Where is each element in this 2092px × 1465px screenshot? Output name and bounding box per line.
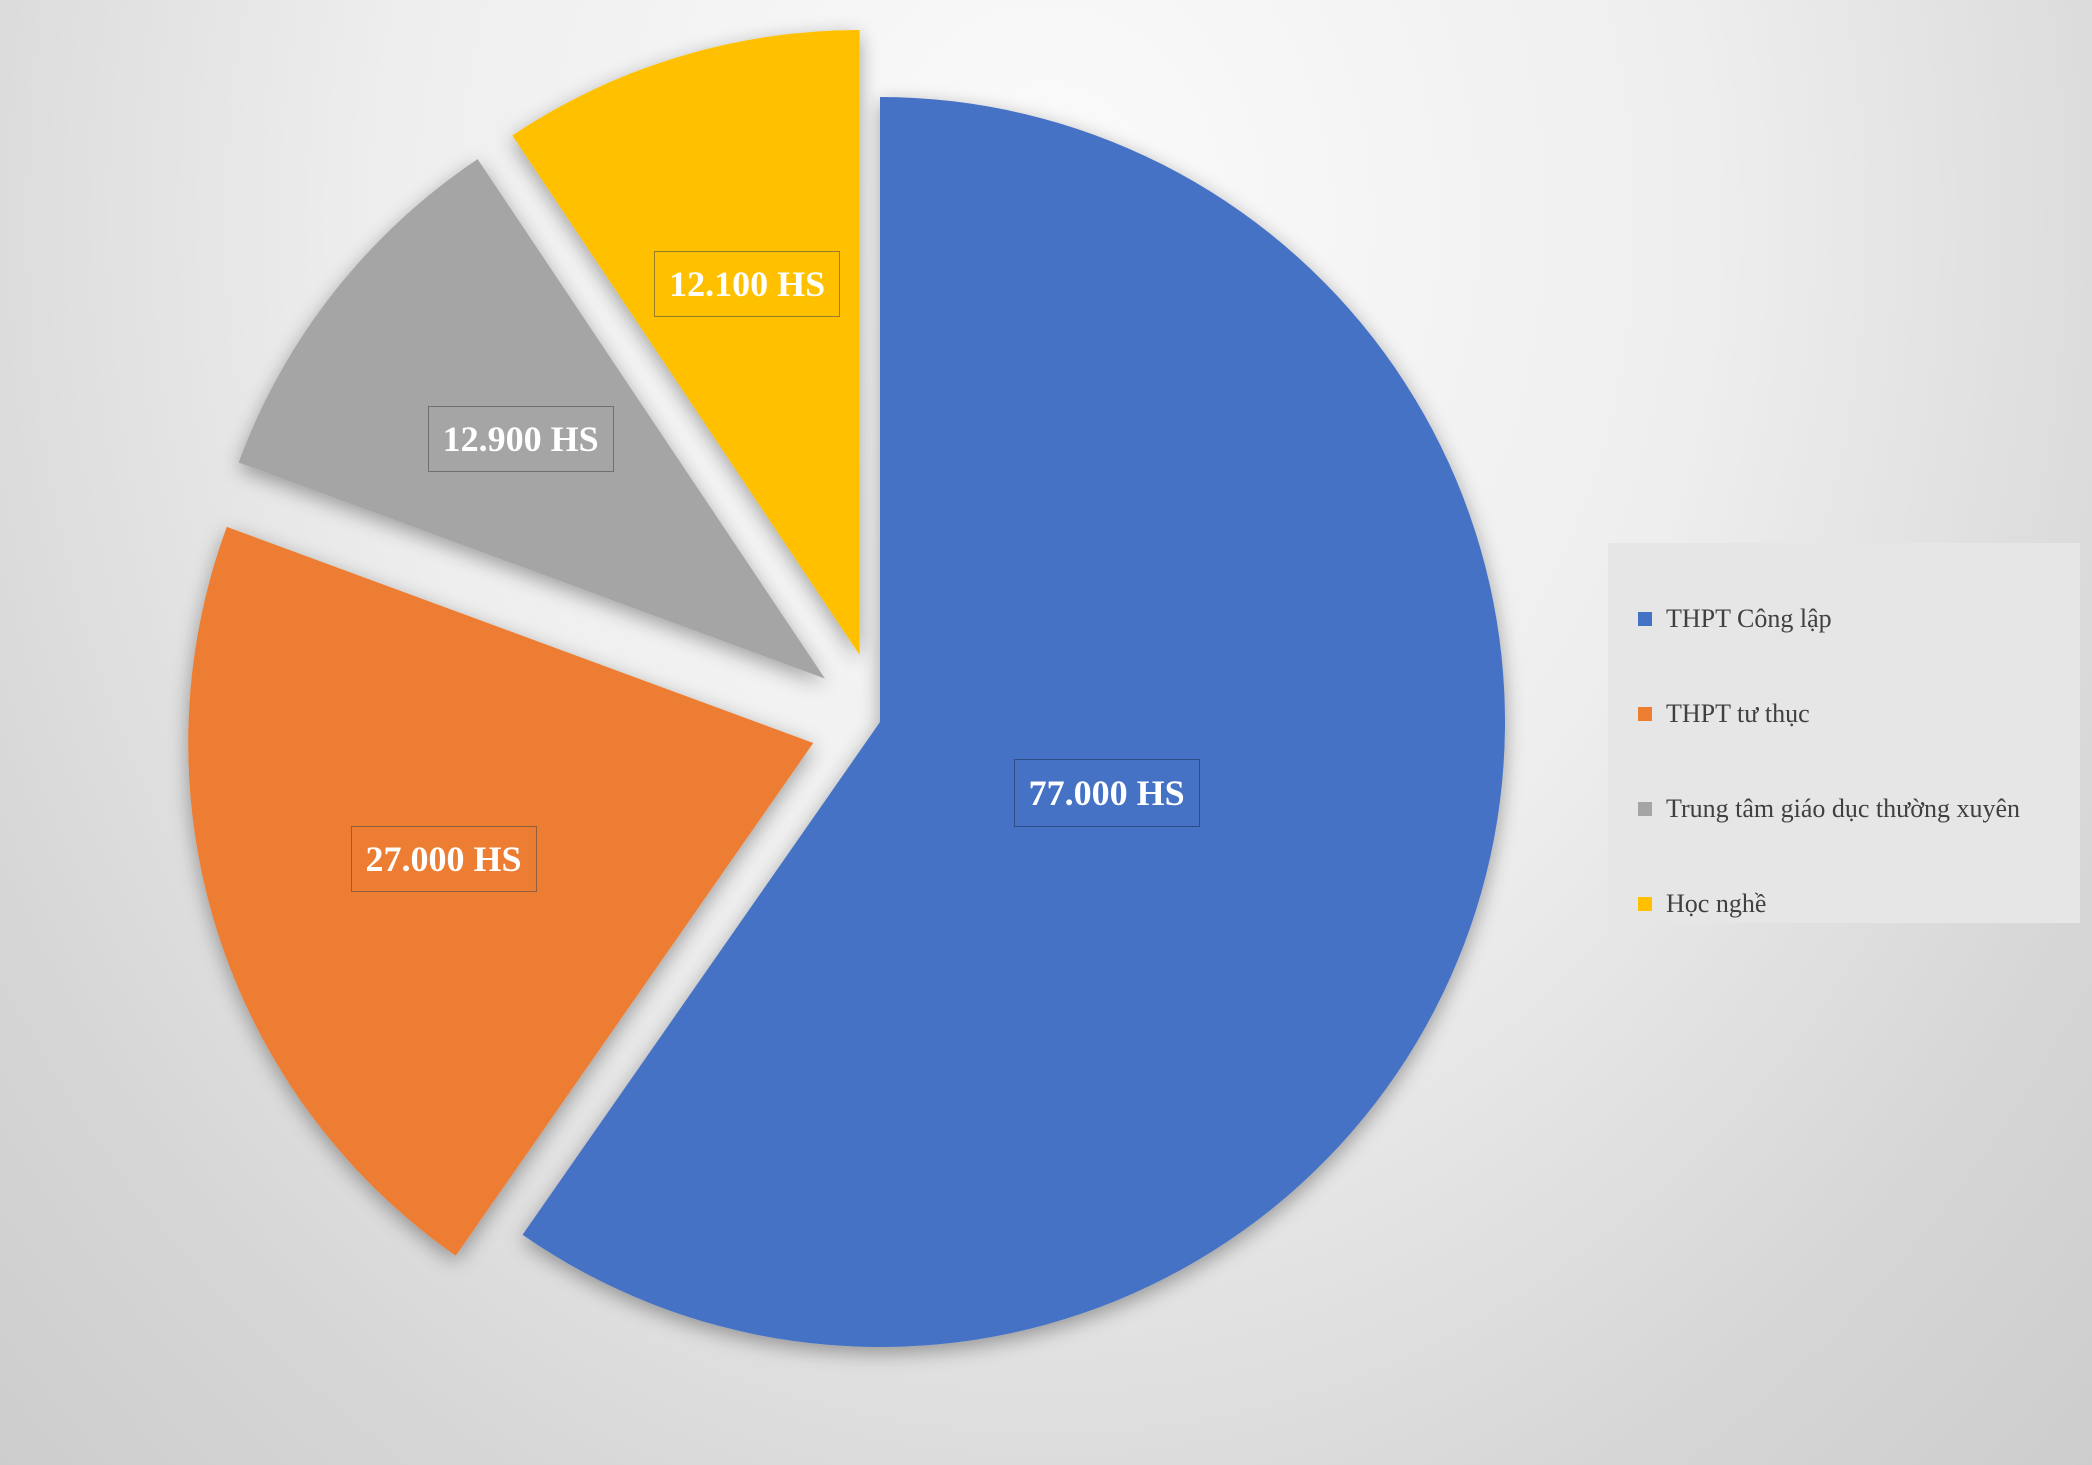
legend-item-thpt-cong-lap[interactable]: THPT Công lập (1608, 571, 2080, 666)
legend-label: Trung tâm giáo dục thường xuyên (1666, 793, 2021, 823)
legend-label: THPT Công lập (1666, 603, 1832, 633)
data-label-2: 27.000 HS (350, 826, 537, 893)
pie-slice-3[interactable] (238, 159, 826, 679)
legend-swatch (1638, 801, 1652, 816)
pie-slice-1[interactable] (522, 97, 1505, 1347)
legend-label: Học nghề (1666, 888, 1767, 918)
legend-item-hoc-nghe[interactable]: Học nghề (1608, 856, 2080, 951)
legend-item-trung-tam-gdtx[interactable]: Trung tâm giáo dục thường xuyên (1608, 761, 2080, 856)
legend-item-thpt-tu-thuc[interactable]: THPT tư thục (1608, 666, 2080, 761)
chart-legend: THPT Công lập THPT tư thục Trung tâm giá… (1608, 543, 2080, 923)
legend-swatch (1638, 611, 1652, 626)
legend-label: THPT tư thục (1666, 698, 1810, 728)
pie-slice-4[interactable] (512, 30, 860, 656)
data-label-1: 77.000 HS (1013, 759, 1200, 828)
legend-swatch (1638, 706, 1652, 721)
legend-swatch (1638, 896, 1652, 911)
data-label-4: 12.100 HS (654, 251, 841, 318)
data-label-3: 12.900 HS (427, 405, 614, 472)
